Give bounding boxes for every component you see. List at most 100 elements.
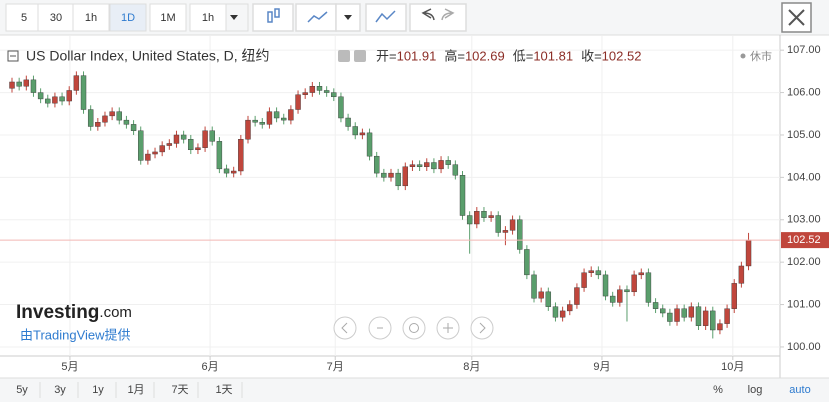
scale-option[interactable]: log — [748, 384, 763, 396]
branding: Investing.com 由TradingView提供 — [16, 302, 132, 342]
candle-body — [130, 124, 137, 131]
candle-body — [452, 164, 459, 176]
candle-body — [488, 215, 494, 218]
candle-body — [424, 162, 430, 167]
candle-body — [373, 155, 380, 174]
footer — [0, 378, 829, 402]
candle-body — [123, 119, 130, 125]
range-button[interactable]: 1月 — [127, 384, 144, 396]
candle-type-button[interactable] — [252, 3, 294, 32]
candle-body — [281, 117, 287, 121]
interval-button[interactable] — [149, 3, 187, 32]
y-tick-label: 106.00 — [787, 86, 821, 98]
ohlc-key: 低= — [513, 48, 534, 63]
candle-body — [638, 272, 644, 276]
interval-button[interactable] — [37, 3, 75, 32]
interval-button[interactable] — [72, 3, 110, 32]
candle-body — [738, 265, 745, 284]
scroll-left[interactable] — [333, 316, 357, 340]
logo-suffix: .com — [99, 304, 132, 321]
ohlc-key: 开= — [376, 48, 397, 63]
candle-body — [116, 111, 122, 121]
candle-body — [30, 79, 37, 93]
logo: Investing.com — [16, 302, 132, 323]
candle-body — [59, 96, 65, 102]
provider[interactable]: 由TradingView提供 — [20, 327, 131, 342]
scale-option[interactable]: % — [713, 384, 723, 396]
candle-body — [323, 90, 330, 93]
scroll-right[interactable] — [470, 316, 494, 340]
candle-body — [102, 115, 108, 123]
candle-body — [609, 295, 616, 303]
settings-icon[interactable] — [354, 50, 366, 62]
candle-body — [617, 289, 623, 303]
candle-body — [459, 175, 466, 216]
y-tick-label: 102.00 — [787, 256, 821, 268]
candle-body — [80, 75, 87, 110]
candle-body — [567, 304, 573, 312]
reset[interactable] — [402, 316, 426, 340]
x-tick-label: 10月 — [721, 361, 744, 373]
tool-icons — [230, 2, 812, 33]
eye-icon[interactable] — [338, 50, 350, 62]
range-button[interactable]: 7天 — [171, 384, 188, 396]
candle-body — [388, 172, 394, 178]
interval-button[interactable] — [109, 3, 147, 32]
candle-body — [717, 323, 723, 331]
candle-body — [52, 96, 58, 104]
interval-button[interactable] — [189, 3, 227, 32]
candle-body — [445, 160, 451, 165]
candle-body — [395, 172, 401, 187]
range-button[interactable]: 3y — [54, 384, 66, 396]
grid — [0, 36, 780, 356]
candles — [0, 71, 780, 339]
candle-body — [588, 270, 594, 273]
candle-body — [517, 219, 523, 250]
y-tick-label: 100.00 — [787, 341, 821, 353]
candle-body — [23, 79, 30, 87]
candle-body — [166, 143, 173, 146]
candle-body — [545, 291, 552, 307]
candle-body — [524, 249, 530, 276]
candle-body — [502, 230, 509, 233]
y-tick-label: 103.00 — [787, 214, 821, 226]
range-button[interactable]: 1y — [92, 384, 104, 396]
x-tick-label: 9月 — [593, 361, 610, 373]
candle-body — [710, 310, 716, 331]
candle-body — [216, 141, 223, 170]
scale-option[interactable]: auto — [789, 384, 810, 396]
logo-text: Investing — [16, 302, 99, 323]
interval-button[interactable] — [5, 3, 43, 32]
candle-body — [9, 81, 15, 89]
candle-body — [159, 145, 165, 153]
candle-body — [180, 134, 187, 140]
candle-body — [402, 166, 409, 187]
candle-body — [438, 160, 444, 170]
candle-body — [252, 119, 258, 123]
ohlc-key: 收= — [581, 48, 602, 63]
candle-body — [145, 153, 151, 161]
interval-label: 1h — [202, 12, 214, 24]
interval-buttons: 5 30 1h 1D 1M 1h — [5, 3, 249, 32]
ohlc-value: 101.91 — [397, 48, 437, 63]
candle-body — [95, 122, 101, 127]
candle-body — [245, 119, 251, 140]
range-button[interactable]: 1天 — [215, 384, 232, 396]
candle-body — [259, 122, 265, 125]
candle-body — [37, 92, 44, 100]
collapse-icon[interactable] — [7, 50, 19, 62]
candle-body — [316, 86, 323, 91]
interval-label: 30 — [50, 12, 62, 24]
undo-redo[interactable] — [409, 3, 467, 32]
candle-body — [223, 168, 230, 174]
candle-body — [624, 289, 630, 293]
candle-body — [209, 130, 215, 142]
interval-dropdown[interactable] — [225, 3, 249, 32]
range-button[interactable]: 5y — [16, 384, 28, 396]
candle-body — [645, 272, 652, 303]
candle-body — [695, 306, 702, 326]
ohlc-key: 高= — [444, 48, 465, 63]
candle-body — [745, 239, 752, 267]
candle-body — [345, 117, 351, 127]
chart-title: US Dollar Index, United States, D, 纽约 — [26, 48, 270, 64]
